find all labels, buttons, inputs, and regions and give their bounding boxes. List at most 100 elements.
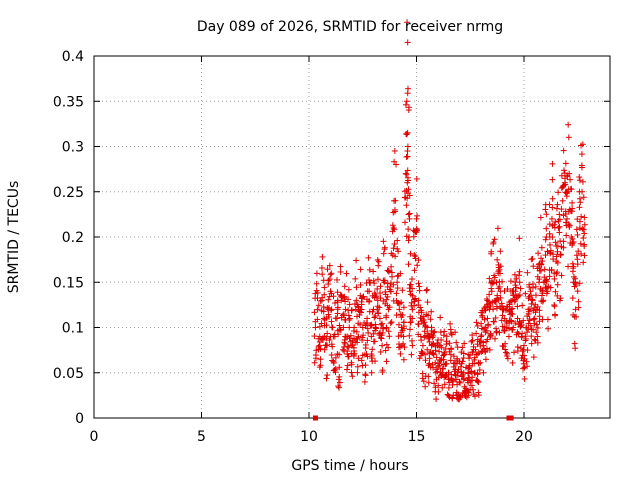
data-point — [516, 268, 523, 275]
data-point — [335, 331, 342, 338]
data-point — [324, 372, 331, 379]
data-point — [362, 372, 369, 379]
data-point — [403, 171, 410, 178]
data-point — [478, 332, 485, 339]
data-point — [330, 293, 337, 300]
data-point — [375, 262, 382, 269]
data-point — [542, 252, 549, 259]
data-point — [380, 250, 387, 257]
data-point — [443, 333, 450, 340]
data-point — [560, 244, 567, 251]
data-point — [434, 363, 441, 370]
data-point — [315, 302, 322, 309]
data-point — [366, 288, 373, 295]
data-point — [368, 351, 375, 358]
data-point — [580, 194, 587, 201]
data-point — [497, 248, 504, 255]
data-point — [400, 325, 407, 332]
data-point — [371, 290, 378, 297]
data-point — [512, 320, 519, 327]
data-point — [505, 333, 512, 340]
data-point — [450, 353, 457, 360]
data-point — [394, 279, 401, 286]
data-point — [434, 368, 441, 375]
data-point — [325, 296, 332, 303]
data-point — [364, 337, 371, 344]
data-point — [442, 345, 449, 352]
data-point — [411, 267, 418, 274]
data-point — [470, 391, 477, 398]
data-point — [579, 141, 586, 148]
data-point — [328, 341, 335, 348]
data-point — [404, 153, 411, 160]
data-point — [497, 263, 504, 270]
data-point — [325, 313, 332, 320]
data-point — [466, 364, 473, 371]
data-point — [390, 245, 397, 252]
data-point — [367, 322, 374, 329]
data-point — [576, 177, 583, 184]
data-point — [523, 358, 530, 365]
data-point — [334, 304, 341, 311]
data-point — [345, 286, 352, 293]
data-point — [518, 334, 525, 341]
data-point — [423, 287, 430, 294]
data-point — [558, 272, 565, 279]
data-point — [580, 259, 587, 266]
data-point — [476, 366, 483, 373]
data-point — [556, 223, 563, 230]
data-point — [350, 351, 357, 358]
data-point — [384, 293, 391, 300]
data-point — [474, 322, 481, 329]
data-point — [404, 39, 411, 46]
data-point — [422, 351, 429, 358]
data-point — [388, 269, 395, 276]
data-point — [534, 333, 541, 340]
data-point — [407, 319, 414, 326]
data-point — [351, 350, 358, 357]
data-point — [395, 272, 402, 279]
data-point — [571, 283, 578, 290]
data-point — [466, 355, 473, 362]
data-point — [392, 253, 399, 260]
data-point — [514, 329, 521, 336]
data-point — [472, 346, 479, 353]
data-point — [487, 331, 494, 338]
data-point — [559, 197, 566, 204]
data-point — [407, 319, 414, 326]
data-point — [560, 147, 567, 154]
data-point — [418, 315, 425, 322]
y-tick-label: 0.3 — [62, 140, 84, 156]
data-point — [544, 316, 551, 323]
data-point — [575, 248, 582, 255]
data-point — [424, 346, 431, 353]
data-point — [459, 371, 466, 378]
data-point — [507, 278, 514, 285]
data-point — [499, 312, 506, 319]
data-point — [479, 312, 486, 319]
data-point — [374, 276, 381, 283]
data-point — [494, 295, 501, 302]
data-point — [403, 131, 410, 138]
data-point — [528, 326, 535, 333]
data-point — [524, 269, 531, 276]
data-point — [462, 393, 469, 400]
data-point — [526, 281, 533, 288]
data-point — [500, 343, 507, 350]
data-point — [348, 307, 355, 314]
data-point — [459, 358, 466, 365]
data-point — [571, 313, 578, 320]
data-point — [454, 355, 461, 362]
data-point — [461, 340, 468, 347]
data-point — [491, 236, 498, 243]
data-point — [474, 378, 481, 385]
data-point — [483, 327, 490, 334]
data-point — [513, 275, 520, 282]
data-point — [403, 153, 410, 160]
data-point — [393, 290, 400, 297]
data-point — [558, 172, 565, 179]
data-point — [403, 98, 410, 105]
data-point — [488, 285, 495, 292]
data-point — [509, 311, 516, 318]
data-point — [575, 304, 582, 311]
